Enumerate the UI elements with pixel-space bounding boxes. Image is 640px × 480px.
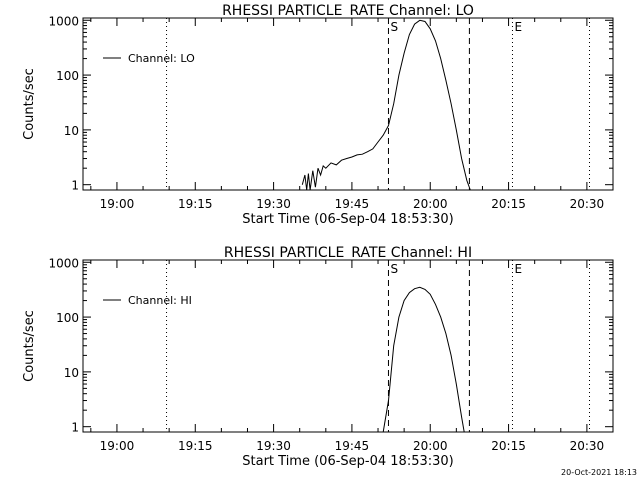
x-tick-label: 20:30 xyxy=(570,197,605,211)
x-tick-label: 19:45 xyxy=(335,439,370,453)
x-tick-label: 19:30 xyxy=(256,439,291,453)
y-tick-label: 1000 xyxy=(48,14,79,28)
x-tick-label: 19:00 xyxy=(100,439,135,453)
marker-label: E xyxy=(514,20,522,34)
marker-label: S xyxy=(390,20,398,34)
x-tick-label: 20:30 xyxy=(570,439,605,453)
chart-panel-1: RHESSI PARTICLE_RATE Channel: LO 1 10 100 10… xyxy=(22,3,614,227)
x-axis-label: Start Time (06-Sep-04 18:53:30) xyxy=(242,454,453,469)
x-tick-label: 19:15 xyxy=(178,439,213,453)
x-tick-label: 20:15 xyxy=(491,439,526,453)
y-tick-label: 1 xyxy=(71,179,79,193)
y-tick-label: 10 xyxy=(64,366,79,380)
chart-panel-2: RHESSI PARTICLE_RATE Channel: HI 1 10 100 10… xyxy=(22,245,614,469)
x-tick-label: 19:15 xyxy=(178,197,213,211)
x-tick-label: 19:00 xyxy=(100,197,135,211)
marker-label: S xyxy=(390,262,398,276)
y-tick-label: 100 xyxy=(56,311,79,325)
chart-title: RHESSI PARTICLE_RATE Channel: HI xyxy=(224,245,472,261)
marker-label: E xyxy=(514,262,522,276)
figure-timestamp: 20-Oct-2021 18:13 xyxy=(561,468,637,477)
y-tick-label: 10 xyxy=(64,124,79,138)
x-tick-label: 20:15 xyxy=(491,197,526,211)
x-tick-label: 19:45 xyxy=(335,197,370,211)
chart-title: RHESSI PARTICLE_RATE Channel: LO xyxy=(222,3,474,19)
y-tick-label: 100 xyxy=(56,69,79,83)
series-line xyxy=(301,19,471,191)
y-axis-label: Counts/sec xyxy=(22,68,37,140)
x-tick-label: 20:00 xyxy=(413,197,448,211)
series-line xyxy=(382,286,465,433)
x-tick-label: 20:00 xyxy=(413,439,448,453)
y-axis-label: Counts/sec xyxy=(22,310,37,382)
x-tick-label: 19:30 xyxy=(256,197,291,211)
y-tick-label: 1 xyxy=(71,421,79,435)
legend-label: Channel: HI xyxy=(128,294,192,307)
x-axis-label: Start Time (06-Sep-04 18:53:30) xyxy=(242,212,453,227)
legend-label: Channel: LO xyxy=(128,52,195,65)
y-tick-label: 1000 xyxy=(48,256,79,270)
